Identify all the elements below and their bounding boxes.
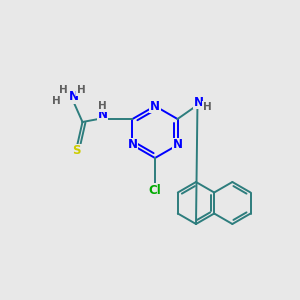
Text: H: H (98, 101, 107, 111)
Text: Cl: Cl (148, 184, 161, 196)
Text: N: N (68, 91, 79, 103)
Text: H: H (77, 85, 86, 95)
Text: H: H (52, 96, 61, 106)
Text: N: N (194, 95, 203, 109)
Text: N: N (172, 139, 182, 152)
Text: N: N (150, 100, 160, 112)
Text: H: H (203, 102, 212, 112)
Text: H: H (59, 85, 68, 95)
Text: N: N (128, 139, 137, 152)
Text: N: N (98, 109, 107, 122)
Text: S: S (72, 145, 81, 158)
